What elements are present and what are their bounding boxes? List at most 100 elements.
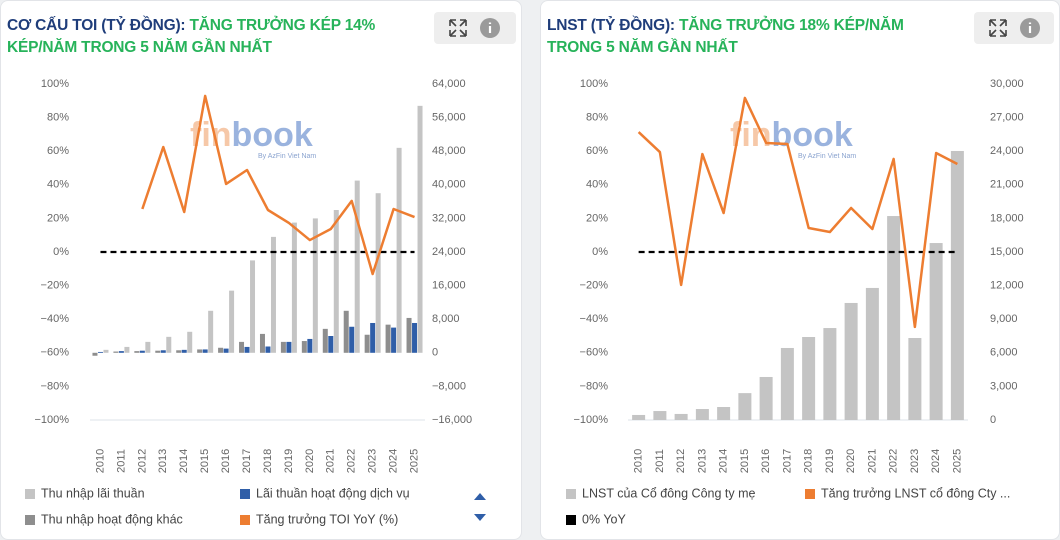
y2-tick-label: 16,000 [432,280,466,292]
legend-swatch [240,489,250,499]
toolbar-bg [974,12,1054,44]
x-tick-label: 2011 [115,449,127,473]
x-tick-label: 2022 [346,449,358,473]
x-tick-label: 2012 [675,449,687,473]
bar [887,216,901,420]
y-tick-label: 100% [41,78,69,90]
bar [354,180,360,353]
bar [286,341,292,353]
bar [197,349,203,353]
bar [139,350,145,353]
bar [124,346,130,353]
title-lead: LNST (TỶ ĐỒNG): [547,17,675,34]
y2-tick-label: 15,000 [990,246,1024,258]
bar [239,341,245,353]
x-tick-label: 2024 [930,449,942,473]
bar [166,336,172,353]
x-tick-label: 2021 [866,449,878,473]
bar [844,302,858,420]
x-tick-label: 2018 [803,449,815,473]
toolbar[interactable] [974,12,1054,44]
x-tick-label: 2023 [367,449,379,473]
bar [929,243,943,420]
watermark-sub: By AzFin Viet Nam [798,153,856,160]
line [637,96,958,329]
y2-tick-label: 64,000 [432,78,466,90]
y2-tick-label: 32,000 [432,212,466,224]
bar [375,193,381,353]
x-tick-label: 2021 [325,449,337,473]
y-tick-label: −80% [41,380,70,392]
y-tick-label: 80% [47,112,69,124]
y-tick-label: −100% [34,414,69,426]
y2-tick-label: 21,000 [990,179,1024,191]
y-tick-label: −20% [580,280,609,292]
watermark-book: book [232,116,313,154]
bar [349,326,355,353]
bar [145,341,151,353]
bar [312,218,318,353]
y2-tick-label: 12,000 [990,280,1024,292]
y2-tick-label: 27,000 [990,112,1024,124]
y-tick-label: −60% [41,347,70,359]
bar [270,236,276,353]
bar [950,150,964,420]
y-tick-label: 0% [592,246,608,258]
legend-label: Thu nhập hoạt động khác [41,512,183,526]
bar [632,414,646,420]
y-tick-label: 20% [47,212,69,224]
title-highlight: TĂNG TRƯỞNG KÉP 14% KÉP/NĂM TRONG 5 NĂM … [7,17,376,56]
x-tick-label: 2025 [951,449,963,473]
toolbar-bg [434,12,516,44]
y-tick-label: 40% [586,179,608,191]
y-tick-label: 100% [580,78,608,90]
bar [406,317,412,353]
x-tick-label: 2010 [94,449,106,473]
legend-scroll-down[interactable] [474,514,486,521]
x-tick-label: 2015 [199,449,211,473]
x-tick-label: 2014 [718,449,730,473]
y2-tick-label: 3,000 [990,380,1018,392]
x-tick-label: 2015 [739,449,751,473]
y2-tick-label: 30,000 [990,78,1024,90]
y-tick-label: 40% [47,179,69,191]
y-tick-label: 20% [586,212,608,224]
x-tick-label: 2023 [909,449,921,473]
x-tick-label: 2017 [781,449,793,473]
y2-tick-label: 56,000 [432,112,466,124]
legend-swatch [25,515,35,525]
watermark-sub: By AzFin Viet Nam [258,153,316,160]
bar [176,350,182,353]
bar [229,290,235,353]
y-tick-label: 60% [586,145,608,157]
bar [823,328,837,420]
bar [322,328,328,353]
bar [738,393,752,420]
card: CƠ CẤU TOI (TỶ ĐỒNG): TĂNG TRƯỞNG KÉP 14… [0,0,522,540]
x-tick-label: 2022 [888,449,900,473]
x-tick-label: 2014 [178,449,190,473]
x-tick-label: 2017 [241,449,253,473]
bar [113,351,119,353]
y-tick-label: −100% [573,414,608,426]
title-highlight: TĂNG TRƯỞNG 18% KÉP/NĂM TRONG 5 NĂM GẦN … [547,17,904,56]
legend-scroll-up[interactable] [474,493,486,500]
x-tick-label: 2019 [824,449,836,473]
y2-tick-label: 8,000 [432,313,460,325]
expand-icon[interactable] [449,19,467,37]
bar [265,346,271,353]
watermark-book: book [772,116,853,154]
expand-icon[interactable] [989,19,1007,37]
y2-tick-label: 9,000 [990,313,1018,325]
bar [412,322,418,353]
bar [333,210,339,353]
title-lead: CƠ CẤU TOI (TỶ ĐỒNG): [7,17,186,34]
y2-tick-label: −16,000 [432,414,472,426]
toolbar[interactable] [434,12,516,44]
watermark: finbook [730,116,853,154]
bar [181,349,187,353]
bar [717,407,731,420]
y2-tick-label: 0 [990,414,996,426]
legend-label: Tăng trưởng LNST cổ đông Cty ... [821,486,1010,500]
